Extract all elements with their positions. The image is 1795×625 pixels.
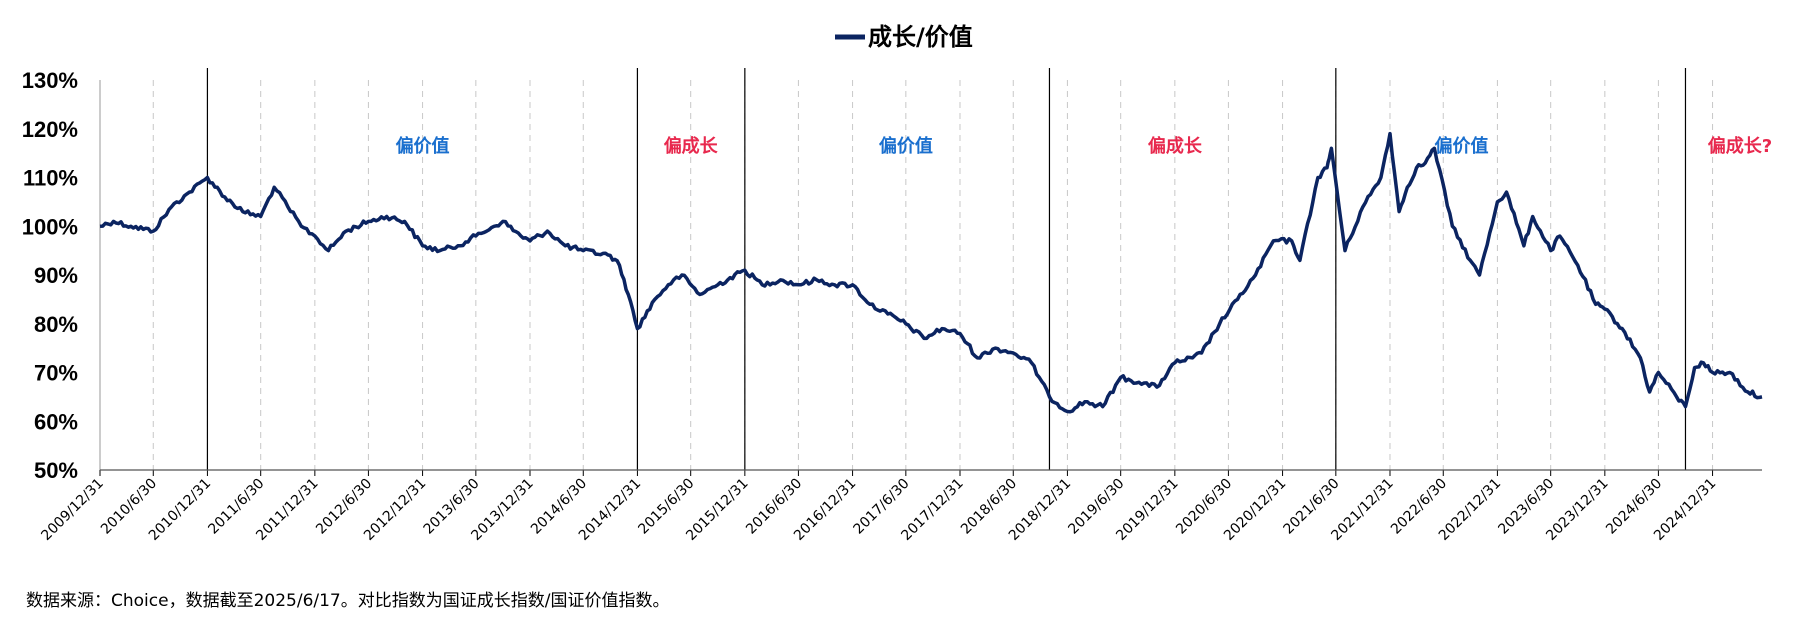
y-tick-label: 50% bbox=[34, 458, 78, 483]
regime-label: 偏成长 bbox=[664, 135, 719, 157]
regime-label: 偏价值 bbox=[1435, 135, 1489, 157]
regime-annotations: 偏价值 偏成长 偏价值 偏成长 偏价值 偏成长? bbox=[396, 135, 1773, 157]
x-tick-labels: 2009/12/312010/6/302010/12/312011/6/3020… bbox=[38, 476, 1719, 544]
regime-dividers bbox=[206, 68, 1687, 470]
y-tick-label: 80% bbox=[34, 312, 78, 337]
y-tick-label: 120% bbox=[22, 117, 78, 142]
legend: 成长/价值 bbox=[835, 23, 973, 51]
source-note: 数据来源：Choice，数据截至2025/6/17。对比指数为国证成长指数/国证… bbox=[26, 591, 670, 611]
series bbox=[99, 131, 1763, 414]
legend-label: 成长/价值 bbox=[868, 23, 973, 51]
y-tick-labels: 50% 60% 70% 80% 90% 100% 110% 120% 130% bbox=[22, 68, 78, 483]
regime-label: 偏成长 bbox=[1148, 135, 1203, 157]
y-tick-label: 90% bbox=[34, 263, 78, 288]
regime-label: 偏价值 bbox=[879, 135, 933, 157]
axes bbox=[99, 80, 1762, 476]
series-line bbox=[99, 131, 1763, 414]
y-tick-label: 60% bbox=[34, 409, 78, 434]
y-tick-label: 100% bbox=[22, 214, 78, 239]
regime-label: 偏成长? bbox=[1708, 135, 1772, 157]
y-tick-label: 130% bbox=[22, 68, 78, 93]
regime-label: 偏价值 bbox=[396, 135, 450, 157]
x-tick-label: 2009/12/31 bbox=[38, 476, 106, 544]
line-chart: 成长/价值 50% 60% 70% 80% 90% 100% 110% 120% 130% 20… bbox=[22, 23, 1773, 544]
y-tick-label: 110% bbox=[23, 166, 78, 191]
y-tick-label: 70% bbox=[34, 361, 78, 386]
